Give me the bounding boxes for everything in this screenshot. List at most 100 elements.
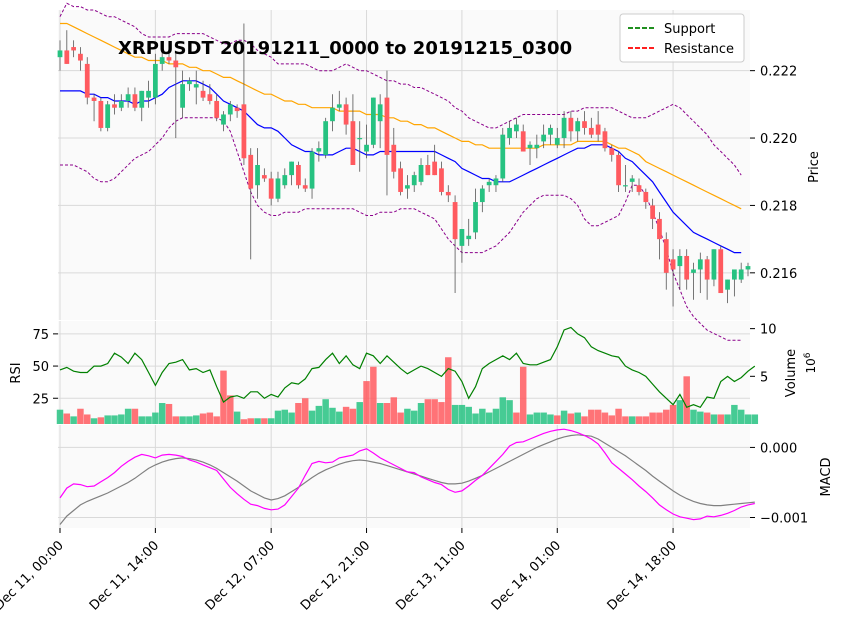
volume-bar [356,402,363,424]
macd-axis-label: MACD [819,458,834,497]
macd-tick-label: 0.000 [760,441,797,456]
volume-bar [710,414,718,424]
candle-body [711,249,717,280]
volume-bar [186,416,193,424]
volume-bar [97,417,105,424]
candle-body [159,57,165,64]
legend-box [619,13,745,63]
candle-body [582,121,587,128]
volume-bar [329,407,336,424]
volume-bar [676,400,684,424]
volume-bar [499,397,507,424]
chart-title: XRPUSDT 20191211_0000 to 20191215_0300 [118,38,572,59]
volume-bar [438,402,445,424]
candle-body [248,154,254,189]
candle-body [336,104,342,108]
volume-bar [138,416,145,424]
volume-bar [588,409,595,424]
ma-fast-line [60,80,742,254]
candle-body [200,90,206,98]
volume-bar [274,410,282,424]
volume-bar [751,414,759,424]
candle-body [459,229,465,246]
candle-body [316,148,322,152]
candle-body [323,121,329,155]
candle-body [520,131,526,152]
price-tick-label: 0.218 [760,199,797,214]
candle-body [166,57,172,61]
candle-body [527,144,533,149]
candle-body [139,90,145,108]
bollinger-upper-line [59,2,742,176]
candle-body [71,47,77,51]
volume-bar [77,408,84,424]
volume-bar [254,418,261,424]
macd-panel [58,425,750,528]
candle-body [411,175,417,186]
candle-body [534,144,540,149]
price-tick-label: 0.216 [760,267,797,282]
volume-bar [635,416,643,424]
volume-tick-label: 10 [760,323,777,338]
candle-body [398,168,403,192]
candle-body [575,121,581,132]
candle-body [343,104,349,125]
volume-bar [172,416,180,424]
volume-bar [295,403,302,424]
volume-bar [206,412,214,424]
volume-bar [554,415,561,424]
volume-bar [288,412,295,424]
candle-body [636,185,642,192]
candle-body [384,97,390,155]
candle-body [588,127,594,135]
volume-bar [213,416,220,424]
volume-bar [642,416,650,424]
candle-body [623,185,628,187]
candle-body [261,175,267,179]
volume-bar [220,370,227,424]
volume-bar [158,403,166,424]
candle-body [275,178,281,199]
candle-body [704,259,710,280]
volume-bar [193,415,200,424]
candle-body [193,84,199,88]
volume-bar [301,398,309,424]
volume-bar [737,409,745,424]
candle-body [629,178,635,182]
candle-body [650,205,656,219]
volume-bar [349,408,357,424]
macd-line [59,428,755,521]
volume-axis-label: Volume [784,349,799,397]
candle-body [568,117,574,132]
volume-bar [717,414,724,424]
x-tick-label: Dec 12, 21:00 [298,538,373,613]
candle-body [268,178,274,199]
candle-body [738,269,744,280]
x-tick-label: Dec 11, 00:00 [0,538,67,613]
candle-body [234,107,240,112]
candle-body [432,161,438,176]
volume-bar [56,409,64,424]
candle-body [187,80,192,85]
volume-unit-exp: 6 [803,352,813,358]
candle-body [684,255,690,280]
price-tick-label: 0.220 [760,132,797,147]
candle-body [670,259,676,270]
volume-bar [574,412,581,424]
volume-bar [233,411,241,424]
candle-body [405,185,410,189]
volume-bar [315,405,323,424]
rsi-volume-panel [58,321,750,424]
rsi-tick-label: 25 [32,392,49,407]
volume-bar [247,418,254,424]
volume-bar [560,410,568,424]
volume-bar [724,414,731,424]
volume-tick-label: 5 [760,370,768,385]
candle-body [289,161,294,176]
candle-body [595,124,601,135]
candle-body [302,185,308,189]
candle-body [309,151,315,189]
candle-body [98,100,104,128]
x-tick-label: Dec 14, 18:00 [605,538,680,613]
